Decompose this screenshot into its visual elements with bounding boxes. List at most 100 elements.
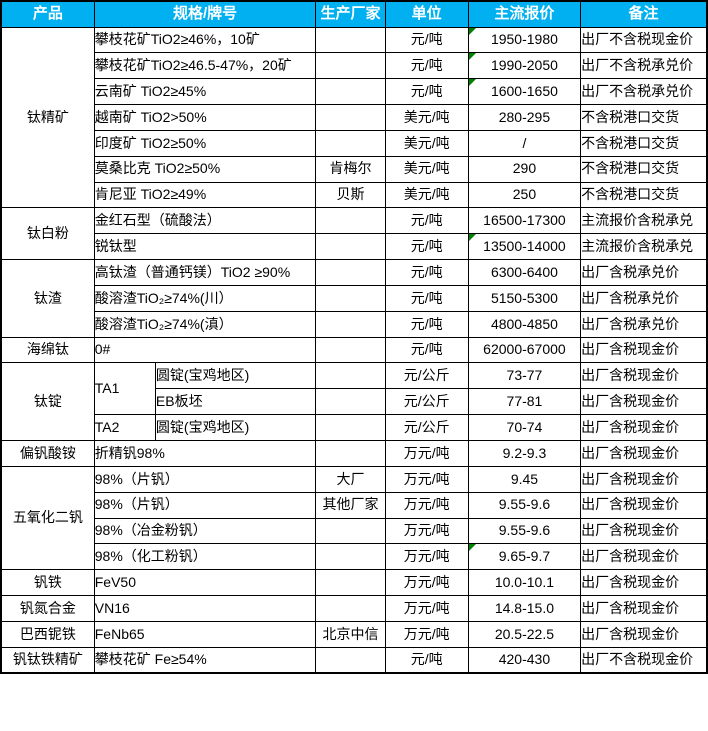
price-cell: 16500-17300 bbox=[467, 207, 582, 235]
price-cell: 5150-5300 bbox=[467, 284, 582, 312]
note-cell: 不含税港口交货 bbox=[580, 129, 708, 157]
table-row: 印度矿 TiO2≥50% 美元/吨 / 不含税港口交货 bbox=[1, 129, 708, 157]
maker-cell bbox=[315, 129, 386, 157]
spec-cell: 圆锭(宝鸡地区) bbox=[154, 414, 317, 441]
table-row: 巴西铌铁 FeNb65 北京中信 万元/吨 20.5-22.5 出厂含税现金价 bbox=[0, 620, 708, 648]
price-cell: 9.45 bbox=[467, 465, 582, 493]
price-cell: 62000-67000 bbox=[467, 336, 582, 364]
header-row: 产品 规格/牌号 生产厂家 单位 主流报价 备注 bbox=[0, 0, 708, 28]
table-row: 锐钛型 元/吨 13500-14000 主流报价含税承兑 bbox=[1, 233, 708, 261]
table-row: 98%（片钒） 其他厂家 万元/吨 9.55-9.6 出厂含税现金价 bbox=[1, 491, 708, 519]
table-row: 钒钛铁精矿 攀枝花矿 Fe≥54% 元/吨 420-430 出厂不含税现金价 bbox=[0, 646, 708, 674]
grade-cell: TA1 bbox=[93, 362, 156, 416]
table-row: 越南矿 TiO2>50% 美元/吨 280-295 不含税港口交货 bbox=[1, 104, 708, 131]
product-group-cell: 钛精矿 bbox=[0, 26, 95, 209]
col-header-maker: 生产厂家 bbox=[315, 0, 386, 28]
price-cell: 9.65-9.7 bbox=[467, 543, 582, 571]
note-cell: 出厂含税现金价 bbox=[580, 569, 708, 597]
spec-cell: 云南矿 TiO2≥45% bbox=[93, 78, 317, 106]
note-cell: 出厂不含税承兑价 bbox=[580, 52, 708, 80]
maker-cell bbox=[315, 517, 386, 545]
spec-cell: 高钛渣（普通钙镁）TiO2 ≥90% bbox=[93, 259, 317, 286]
note-cell: 不含税港口交货 bbox=[580, 104, 708, 131]
maker-cell bbox=[315, 646, 386, 674]
unit-cell: 万元/吨 bbox=[384, 440, 469, 467]
maker-cell bbox=[315, 595, 386, 622]
unit-cell: 美元/吨 bbox=[384, 181, 469, 209]
product-group-cell: 钒钛铁精矿 bbox=[0, 646, 95, 674]
note-cell: 出厂含税现金价 bbox=[580, 620, 708, 648]
unit-cell: 万元/吨 bbox=[384, 620, 469, 648]
maker-cell: 大厂 bbox=[315, 465, 386, 493]
table-row: 肯尼亚 TiO2≥49% 贝斯 美元/吨 250 不含税港口交货 bbox=[1, 181, 708, 209]
price-cell: / bbox=[467, 129, 582, 157]
maker-cell bbox=[315, 310, 386, 338]
unit-cell: 元/吨 bbox=[384, 336, 469, 364]
note-cell: 出厂含税现金价 bbox=[580, 336, 708, 364]
note-cell: 出厂含税现金价 bbox=[580, 543, 708, 571]
spec-cell: EB板坯 bbox=[154, 388, 317, 416]
price-cell: 20.5-22.5 bbox=[467, 620, 582, 648]
unit-cell: 美元/吨 bbox=[384, 129, 469, 157]
price-cell: 13500-14000 bbox=[467, 233, 582, 261]
price-cell: 6300-6400 bbox=[467, 259, 582, 286]
spec-cell: 98%（片钒） bbox=[93, 465, 317, 493]
price-cell: 250 bbox=[467, 181, 582, 209]
product-group-cell: 钛渣 bbox=[0, 259, 95, 338]
price-cell: 290 bbox=[467, 155, 582, 183]
grade-cell: TA2 bbox=[93, 414, 156, 441]
price-cell: 10.0-10.1 bbox=[467, 569, 582, 597]
unit-cell: 元/吨 bbox=[384, 646, 469, 674]
price-cell: 77-81 bbox=[467, 388, 582, 416]
price-cell: 14.8-15.0 bbox=[467, 595, 582, 622]
note-cell: 不含税港口交货 bbox=[580, 181, 708, 209]
spec-cell: 酸溶渣TiO₂≥74%(滇） bbox=[93, 310, 317, 338]
unit-cell: 美元/吨 bbox=[384, 104, 469, 131]
price-cell: 9.55-9.6 bbox=[467, 491, 582, 519]
unit-cell: 元/吨 bbox=[384, 52, 469, 80]
spec-cell: 0# bbox=[93, 336, 317, 364]
note-cell: 出厂含税现金价 bbox=[580, 388, 708, 416]
maker-cell bbox=[315, 207, 386, 235]
spec-cell: 圆锭(宝鸡地区) bbox=[154, 362, 317, 390]
unit-cell: 万元/吨 bbox=[384, 517, 469, 545]
table-row: 攀枝花矿TiO2≥46.5-47%，20矿 元/吨 1990-2050 出厂不含… bbox=[1, 52, 708, 80]
note-cell: 主流报价含税承兑 bbox=[580, 207, 708, 235]
table-row: 云南矿 TiO2≥45% 元/吨 1600-1650 出厂不含税承兑价 bbox=[1, 78, 708, 106]
unit-cell: 元/吨 bbox=[384, 284, 469, 312]
product-group-cell: 钒铁 bbox=[0, 569, 95, 597]
unit-cell: 美元/吨 bbox=[384, 155, 469, 183]
unit-cell: 元/吨 bbox=[384, 310, 469, 338]
unit-cell: 万元/吨 bbox=[384, 569, 469, 597]
spec-cell: 98%（片钒） bbox=[93, 491, 317, 519]
spec-cell: FeV50 bbox=[93, 569, 317, 597]
maker-cell: 贝斯 bbox=[315, 181, 386, 209]
unit-cell: 万元/吨 bbox=[384, 595, 469, 622]
price-cell: 1600-1650 bbox=[467, 78, 582, 106]
maker-cell bbox=[315, 104, 386, 131]
table-row: 酸溶渣TiO₂≥74%(滇） 元/吨 4800-4850 出厂含税承兑价 bbox=[1, 310, 708, 338]
table-row: 钒氮合金 VN16 万元/吨 14.8-15.0 出厂含税现金价 bbox=[0, 595, 708, 622]
spec-cell: 攀枝花矿TiO2≥46.5-47%，20矿 bbox=[93, 52, 317, 80]
maker-cell bbox=[315, 233, 386, 261]
price-table: 产品 规格/牌号 生产厂家 单位 主流报价 备注 钛精矿 攀枝花矿TiO2≥46… bbox=[0, 0, 708, 675]
product-group-cell: 偏钒酸铵 bbox=[0, 440, 95, 467]
spec-cell: 金红石型（硫酸法） bbox=[93, 207, 317, 235]
unit-cell: 元/公斤 bbox=[384, 362, 469, 390]
table-row: 酸溶渣TiO₂≥74%(川） 元/吨 5150-5300 出厂含税承兑价 bbox=[1, 284, 708, 312]
product-group-cell: 钒氮合金 bbox=[0, 595, 95, 622]
col-header-price: 主流报价 bbox=[467, 0, 582, 28]
table-row: 钛白粉 金红石型（硫酸法） 元/吨 16500-17300 主流报价含税承兑 bbox=[0, 207, 708, 261]
table-row: 莫桑比克 TiO2≥50% 肯梅尔 美元/吨 290 不含税港口交货 bbox=[1, 155, 708, 183]
note-cell: 出厂含税承兑价 bbox=[580, 310, 708, 338]
table-row: 98%（化工粉钒） 万元/吨 9.65-9.7 出厂含税现金价 bbox=[1, 543, 708, 571]
spec-cell: 攀枝花矿 Fe≥54% bbox=[93, 646, 317, 674]
product-group-cell: 钛锭 bbox=[0, 362, 95, 441]
price-cell: 420-430 bbox=[467, 646, 582, 674]
maker-cell bbox=[315, 569, 386, 597]
unit-cell: 元/吨 bbox=[384, 259, 469, 286]
unit-cell: 元/公斤 bbox=[384, 388, 469, 416]
maker-cell bbox=[315, 362, 386, 390]
unit-cell: 万元/吨 bbox=[384, 543, 469, 571]
table-row: TA2 圆锭(宝鸡地区) 元/公斤 70-74 出厂含税现金价 bbox=[1, 414, 708, 441]
